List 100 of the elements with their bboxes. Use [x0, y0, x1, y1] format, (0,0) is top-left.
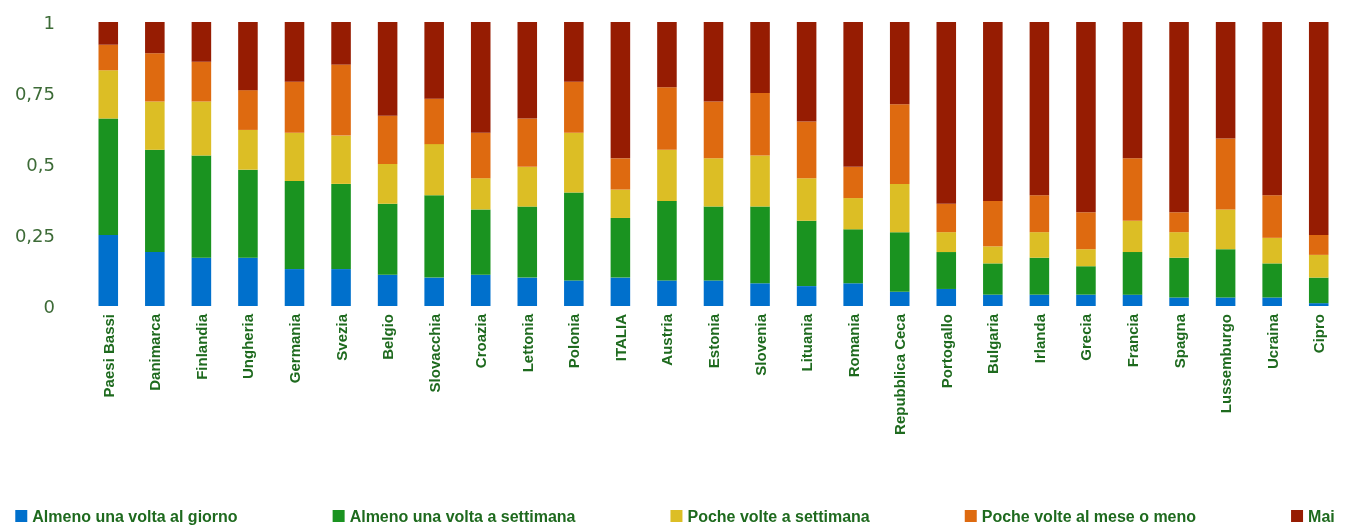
bar	[284, 269, 305, 306]
bar	[284, 81, 305, 133]
bar	[145, 252, 165, 306]
bar	[1308, 303, 1329, 306]
legend-label: Mai	[1308, 507, 1335, 525]
bar	[936, 252, 957, 289]
bar	[98, 44, 119, 71]
bar	[936, 203, 957, 233]
bar	[983, 22, 1003, 201]
bar	[1122, 220, 1143, 253]
bar	[1076, 212, 1096, 250]
bar	[1215, 297, 1236, 306]
bar	[889, 22, 910, 105]
bar	[1215, 22, 1236, 139]
bar	[284, 22, 305, 82]
bar	[750, 283, 770, 306]
bar	[1122, 22, 1143, 159]
bar	[1308, 235, 1329, 255]
x-tick-label: Bulgaria	[984, 313, 1002, 375]
x-tick-label: Slovenia	[751, 313, 769, 376]
bar	[470, 178, 491, 210]
bar	[750, 155, 770, 207]
bar	[983, 246, 1003, 264]
bar	[191, 101, 212, 156]
bar	[331, 135, 351, 184]
x-tick-label: Lituania	[798, 313, 816, 372]
bar	[98, 22, 119, 45]
bar	[331, 64, 351, 136]
bar	[796, 22, 817, 122]
bar	[796, 220, 817, 287]
bar	[936, 232, 957, 253]
bar	[1169, 297, 1189, 306]
bar	[1169, 212, 1189, 233]
x-tick-label: Belgio	[379, 314, 397, 360]
bar	[750, 22, 770, 93]
bar	[1262, 195, 1282, 238]
bar	[983, 294, 1003, 306]
bar	[517, 22, 538, 119]
bar	[1262, 22, 1282, 196]
bar	[843, 22, 863, 167]
bar	[424, 144, 444, 196]
bar	[331, 22, 351, 65]
bar	[1029, 294, 1050, 306]
x-tick-label: ITALIA	[611, 313, 629, 362]
bar	[1262, 237, 1282, 264]
x-tick-label: Repubblica Ceca	[891, 313, 909, 435]
bar	[1029, 257, 1050, 295]
x-tick-label: Slovacchia	[425, 313, 443, 393]
y-tick-label: 1	[43, 11, 55, 33]
bar	[610, 189, 631, 218]
bar	[238, 169, 258, 258]
bar	[1169, 22, 1189, 213]
bar	[1308, 277, 1329, 304]
bar	[145, 53, 165, 102]
bar	[1215, 249, 1236, 298]
x-tick-label: Germania	[286, 313, 303, 384]
bar	[191, 257, 212, 306]
bar	[238, 90, 258, 130]
bar	[1029, 232, 1050, 258]
bar	[1122, 158, 1143, 221]
x-tick-label: Ucraina	[1263, 313, 1281, 370]
bar	[284, 132, 305, 182]
bar	[1215, 209, 1236, 250]
bar	[936, 288, 957, 306]
bar	[1029, 22, 1050, 196]
x-tick-label: Polonia	[565, 313, 583, 369]
bar	[1076, 249, 1096, 267]
bar	[191, 61, 212, 102]
bar	[750, 206, 770, 284]
x-tick-label: Croazia	[472, 313, 490, 369]
bar	[517, 206, 538, 278]
bar	[424, 98, 444, 145]
bar	[424, 277, 444, 306]
bar	[936, 22, 957, 204]
bar	[238, 129, 258, 170]
bar	[703, 101, 724, 159]
bar	[377, 22, 398, 116]
bar	[1262, 297, 1282, 306]
bar	[470, 22, 491, 133]
bar	[470, 274, 491, 306]
bar	[657, 280, 677, 306]
bar	[1169, 257, 1189, 298]
bar	[98, 235, 119, 306]
bar	[657, 149, 677, 201]
x-tick-label: Cipro	[1310, 314, 1328, 354]
bar	[703, 280, 724, 306]
bar	[331, 269, 351, 306]
x-tick-label: Svezia	[332, 313, 350, 361]
bar	[470, 209, 491, 275]
bar	[470, 132, 491, 179]
bar	[889, 291, 910, 306]
x-tick-label: Spagna	[1170, 313, 1188, 369]
bar	[424, 195, 444, 278]
bar	[377, 164, 398, 204]
bar	[889, 104, 910, 184]
x-tick-label: Finlandia	[192, 313, 210, 380]
bar	[517, 277, 538, 306]
bar	[1076, 266, 1096, 295]
x-tick-label: Paesi Bassi	[99, 314, 117, 398]
bar	[1076, 294, 1096, 306]
